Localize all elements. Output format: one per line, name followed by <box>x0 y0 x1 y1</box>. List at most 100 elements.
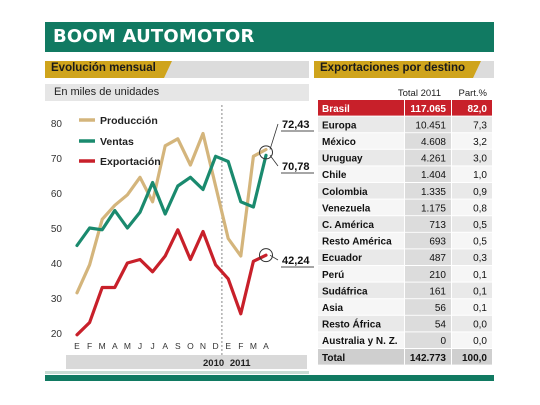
x-tick-label: M <box>250 341 257 351</box>
table-destino: Asia <box>322 303 344 314</box>
table-header-part: Part.% <box>458 88 487 99</box>
x-tick-label: M <box>124 341 131 351</box>
x-tick-label: A <box>112 341 118 351</box>
table-destino: Resto África <box>322 318 381 331</box>
table-destino: Sudáfrica <box>322 286 368 297</box>
table-total: 1.335 <box>421 187 446 198</box>
table-cell-shade <box>405 183 451 199</box>
table-part: 0,8 <box>473 203 487 214</box>
table-total: 210 <box>429 270 446 281</box>
table-part: 82,0 <box>468 104 488 115</box>
y-tick-label: 40 <box>51 259 63 270</box>
table-destino: Total <box>322 353 345 364</box>
callout-leader <box>269 123 279 150</box>
table-part: 3,0 <box>473 154 487 165</box>
x-tick-label: M <box>99 341 106 351</box>
table-part: 0,0 <box>473 336 487 347</box>
table-total: 161 <box>429 286 446 297</box>
table-total: 1.175 <box>421 203 446 214</box>
table-cell-shade <box>405 116 451 133</box>
table-header-total: Total 2011 <box>398 88 441 99</box>
table-total: 54 <box>435 320 447 331</box>
table-total: 4.608 <box>421 137 446 148</box>
table-cell-shade <box>405 199 451 216</box>
table-cell-shade <box>405 299 451 315</box>
year-label: 2010 <box>203 358 224 369</box>
page-title: BOOM AUTOMOTOR <box>53 26 255 47</box>
x-tick-label: A <box>263 341 269 351</box>
legend-label: Producción <box>100 115 158 127</box>
table-part: 1,0 <box>473 170 487 181</box>
x-tick-label: J <box>150 341 154 351</box>
y-tick-label: 80 <box>51 119 63 130</box>
y-tick-label: 30 <box>51 294 63 305</box>
series-line-exportación <box>75 228 268 337</box>
table-destino: Colombia <box>322 187 368 198</box>
table-destino: Ecuador <box>322 253 362 264</box>
callout-leader <box>269 155 279 167</box>
year-band <box>66 355 307 369</box>
table-total: 693 <box>429 237 446 248</box>
table-part: 0,0 <box>473 320 487 331</box>
table-total: 142.773 <box>410 353 447 364</box>
table-cell-shade <box>405 216 451 232</box>
series-line-producción <box>75 131 268 295</box>
table-total: 713 <box>429 220 446 231</box>
left-section-heading: Evolución mensual <box>45 61 172 78</box>
table-part: 0,5 <box>473 220 487 231</box>
right-section-header: Exportaciones por destino <box>314 61 494 78</box>
callout-value: 70,78 <box>282 161 310 173</box>
x-tick-label: F <box>87 341 92 351</box>
bottom-divider-light <box>45 371 309 374</box>
table-cell-shade <box>405 266 451 282</box>
callout-leader <box>269 254 279 261</box>
table-part: 0,9 <box>473 187 487 198</box>
table-total: 487 <box>429 253 446 264</box>
table-part: 0,5 <box>473 237 487 248</box>
callout-value: 72,43 <box>282 119 310 131</box>
x-tick-label: D <box>213 341 219 351</box>
table-total: 1.404 <box>421 170 446 181</box>
table-cell-shade <box>405 315 451 332</box>
table-total: 56 <box>435 303 447 314</box>
table-cell-shade <box>405 332 451 348</box>
table-destino: Venezuela <box>322 203 371 214</box>
table-part: 0,1 <box>473 270 487 281</box>
table-destino: Resto América <box>322 237 392 248</box>
table-cell-shade <box>405 133 451 149</box>
table-cell-shade <box>405 232 451 249</box>
x-tick-label: O <box>187 341 194 351</box>
table-destino: México <box>322 137 356 148</box>
units-label: En miles de unidades <box>45 84 309 101</box>
table-destino: Uruguay <box>322 154 363 165</box>
callout-value: 42,24 <box>282 255 310 267</box>
table-destino: Perú <box>322 270 344 281</box>
table-cell-shade <box>405 249 451 265</box>
y-tick-label: 20 <box>51 329 63 340</box>
end-marker <box>259 145 273 160</box>
end-marker <box>259 248 273 263</box>
y-tick-label: 50 <box>51 224 63 235</box>
x-tick-label: A <box>162 341 168 351</box>
series-line-ventas <box>75 153 268 248</box>
bottom-divider <box>45 375 494 381</box>
right-section-heading: Exportaciones por destino <box>314 61 482 78</box>
left-section-header: Evolución mensual <box>45 61 309 78</box>
table-part: 0,1 <box>473 286 487 297</box>
y-tick-label: 70 <box>51 154 63 165</box>
table-total: 117.065 <box>410 104 446 115</box>
x-tick-label: N <box>200 341 206 351</box>
table-destino: Chile <box>322 170 347 181</box>
table-cell-shade <box>405 149 451 166</box>
table-destino: Brasil <box>322 104 350 115</box>
legend-label: Exportación <box>100 156 161 168</box>
table-destino: Australia y N. Z. <box>322 336 398 347</box>
x-tick-label: S <box>175 341 181 351</box>
table-part: 3,2 <box>473 137 487 148</box>
table-total: 0 <box>440 336 446 347</box>
table-part: 7,3 <box>473 120 487 131</box>
table-cell-shade <box>405 166 451 182</box>
table-destino: C. América <box>322 220 374 231</box>
